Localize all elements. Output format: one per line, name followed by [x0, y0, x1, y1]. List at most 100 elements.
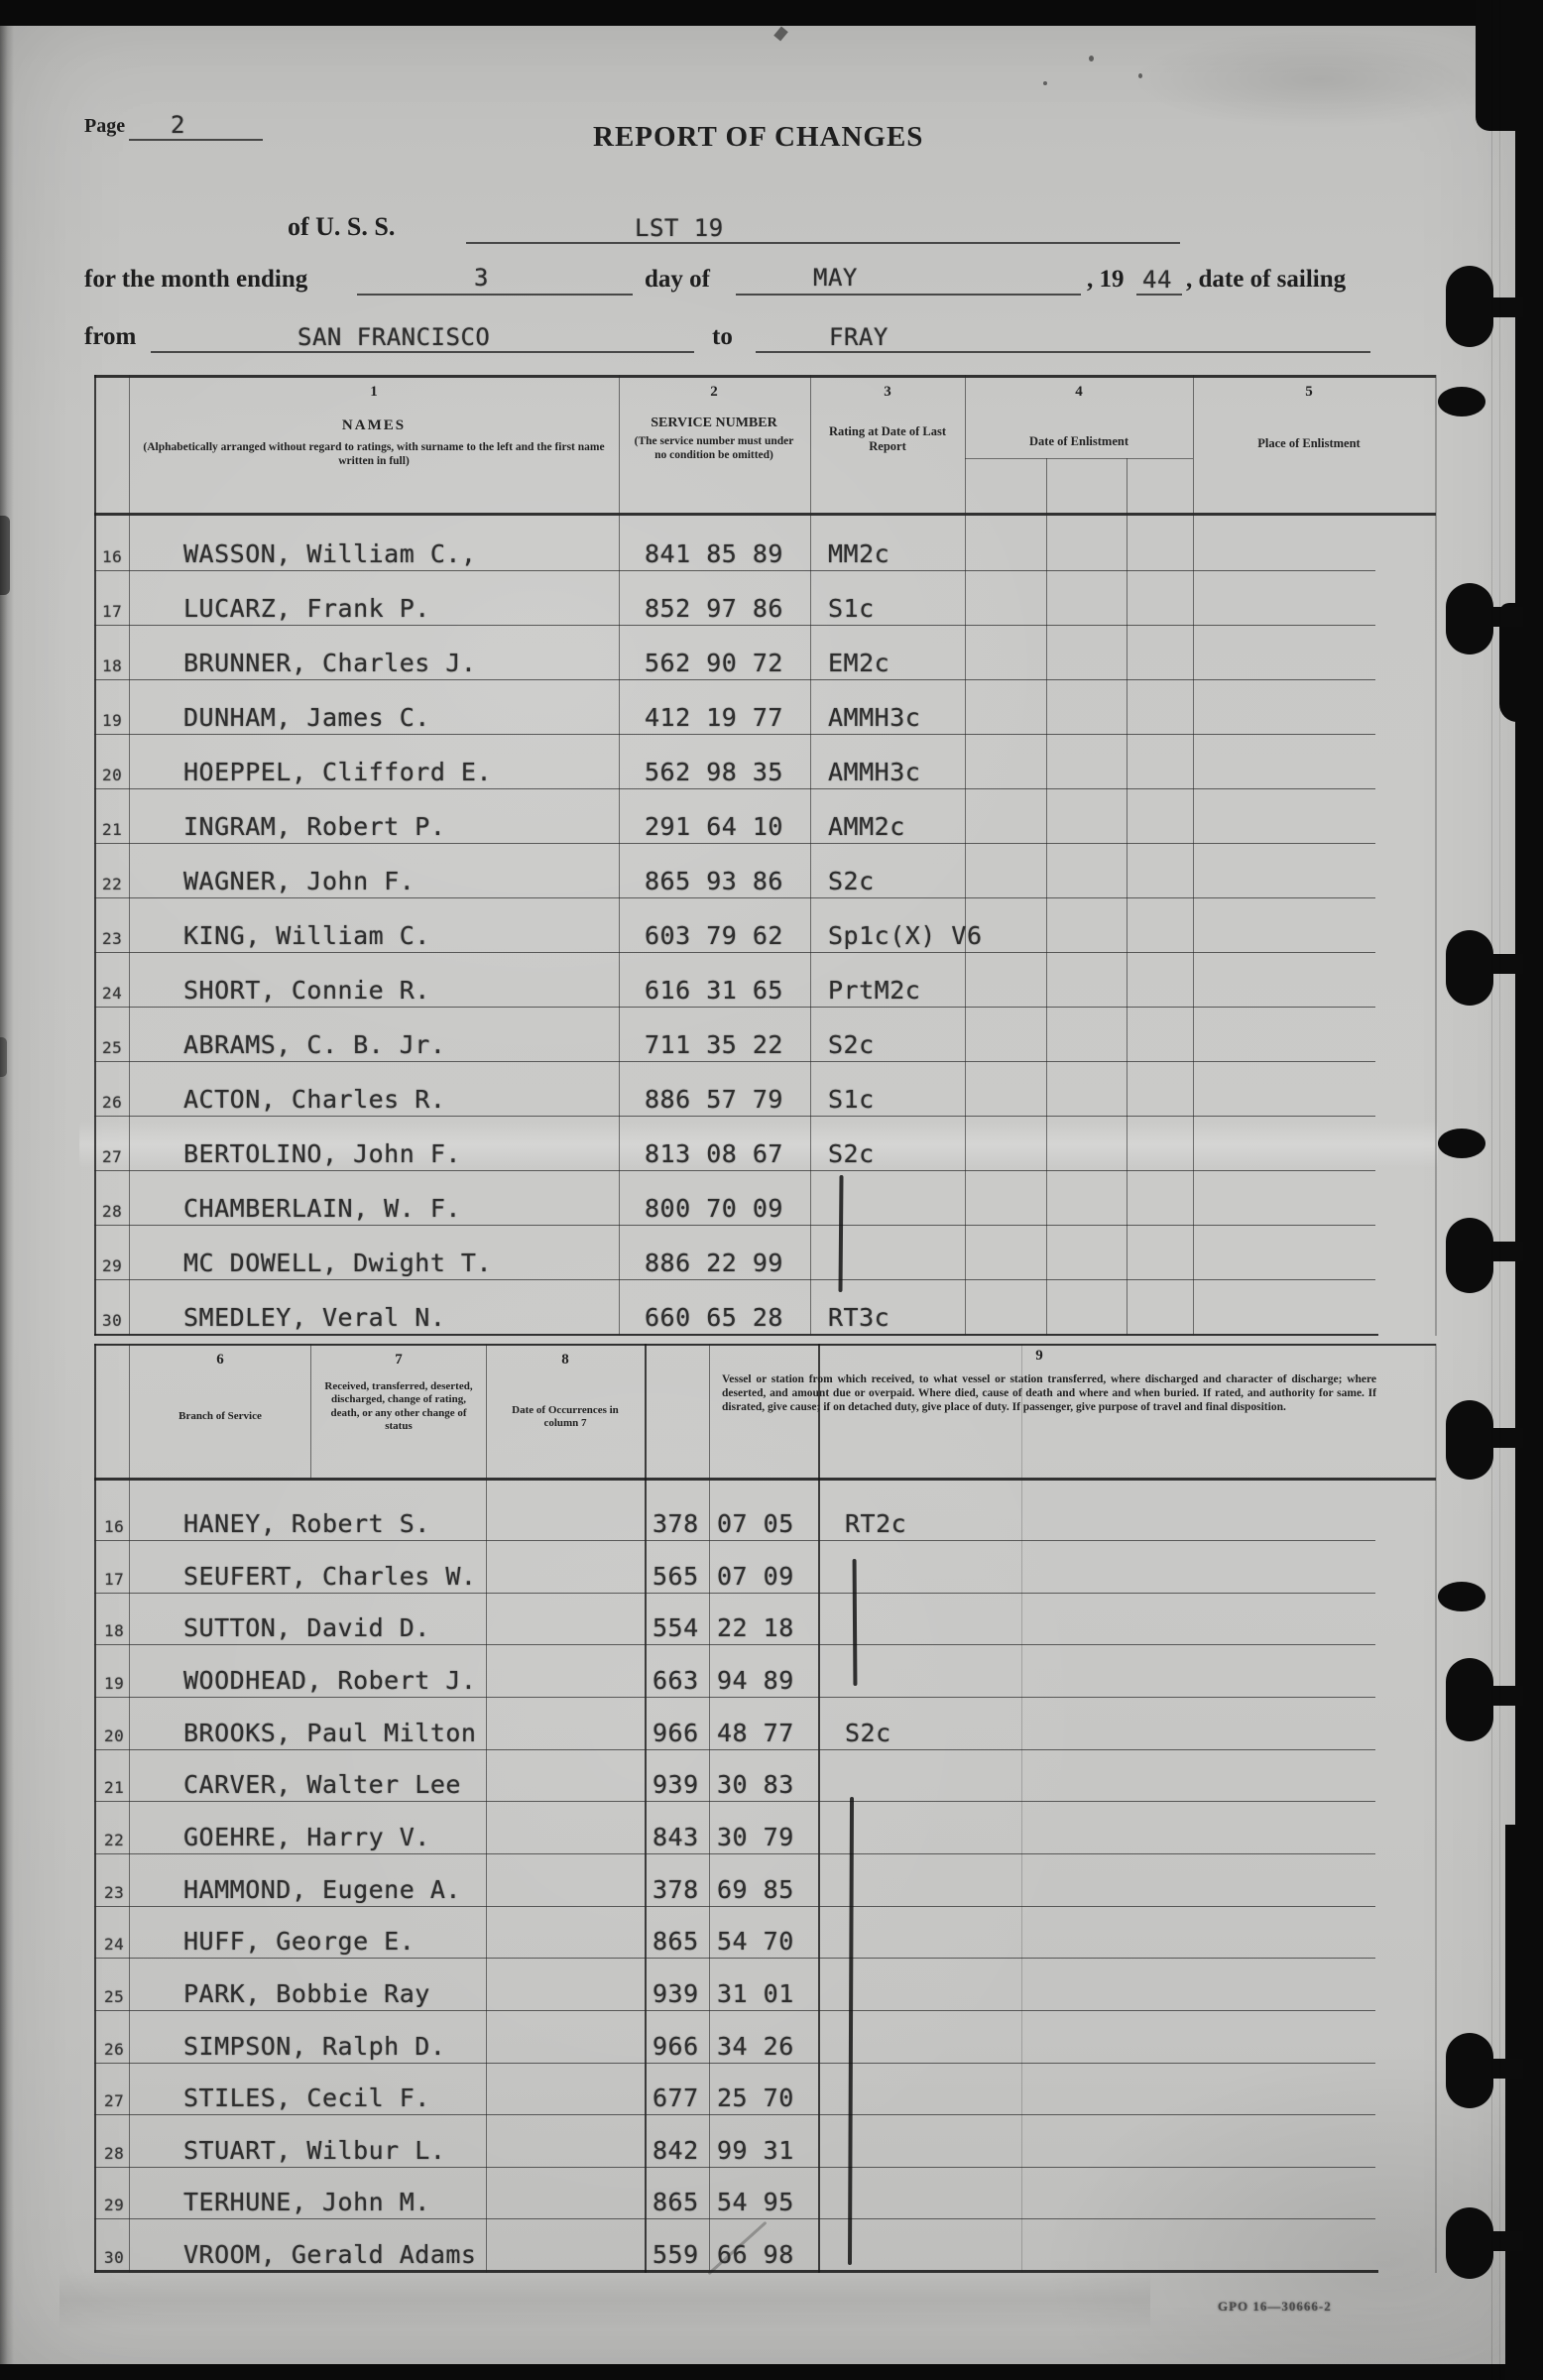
table2-bottom-border — [94, 2270, 1378, 2273]
table-row: 28 CHAMBERLAIN, W. F. 800 70 09 — [94, 1183, 1375, 1225]
row-number: 16 — [102, 547, 123, 566]
service-number-part1: 663 — [653, 1665, 699, 1695]
table-row: 24 HUFF, George E. 865 54 70 — [94, 1916, 1375, 1958]
table2-col9-title: Vessel or station from which received, t… — [722, 1373, 1376, 1414]
row-number: 21 — [102, 820, 123, 839]
day-underline — [357, 294, 633, 296]
table-row: 22 WAGNER, John F. 865 93 86 S2c — [94, 856, 1375, 897]
table2-col9-num: 9 — [1035, 1348, 1043, 1364]
page-number-underline — [129, 139, 263, 141]
service-number: 852 97 86 — [645, 594, 783, 623]
table-row: 18 SUTTON, David D. 554 22 18 — [94, 1603, 1375, 1644]
row-number: 24 — [102, 984, 123, 1003]
service-number-part2: 30 79 — [717, 1822, 794, 1851]
sailor-name: HAMMOND, Eugene A. — [183, 1874, 461, 1904]
rating: S2c — [828, 1030, 875, 1059]
table1-date-subline — [1127, 458, 1128, 1336]
service-number-part1: 843 — [653, 1822, 699, 1851]
table-row: 26 ACTON, Charles R. 886 57 79 S1c — [94, 1074, 1375, 1116]
sailor-name: PARK, Bobbie Ray — [183, 1978, 430, 2008]
table-row: 19 WOODHEAD, Robert J. 663 94 89 — [94, 1655, 1375, 1697]
sailor-name: ACTON, Charles R. — [183, 1085, 446, 1114]
table1-col2-title: SERVICE NUMBER — [651, 416, 777, 430]
table-row: 25 PARK, Bobbie Ray 939 31 01 — [94, 1968, 1375, 2010]
row-number: 18 — [102, 656, 123, 675]
row-rule-line — [94, 1958, 1375, 1960]
sailor-name: STILES, Cecil F. — [183, 2083, 430, 2113]
table1-col5-title: Place of Enlistment — [1257, 436, 1361, 450]
service-number: 562 90 72 — [645, 649, 783, 677]
row-number: 23 — [102, 929, 123, 948]
sailor-name: BERTOLINO, John F. — [183, 1139, 461, 1168]
scan-top-edge — [0, 0, 1543, 26]
table2-col7-title: Received, transferred, deserted, dischar… — [324, 1380, 473, 1433]
gpo-footer-code: GPO 16—30666-2 — [1218, 2299, 1332, 2314]
scan-left-blob — [0, 516, 10, 595]
table2-col-line — [818, 1344, 820, 2273]
table2-col-line — [1021, 1344, 1022, 2273]
service-number-part1: 554 — [653, 1613, 699, 1643]
row-rule-line — [94, 570, 1375, 571]
table-row: 23 KING, William C. 603 79 62 Sp1c(X) V6 — [94, 910, 1375, 952]
table1-col4-title: Date of Enlistment — [1029, 434, 1128, 448]
ink-speck — [773, 26, 788, 42]
service-number-part2: 54 95 — [717, 2188, 794, 2217]
ink-speck — [1138, 73, 1142, 78]
table2-left-border — [94, 1344, 96, 2273]
table1-col1-title: NAMES — [341, 417, 407, 433]
sailor-name: ABRAMS, C. B. Jr. — [183, 1030, 446, 1059]
table1-date-subline — [1046, 458, 1047, 1336]
service-number-part2: 25 70 — [717, 2083, 794, 2113]
table1-left-border — [94, 375, 96, 1336]
page-number: 2 — [171, 111, 185, 139]
service-number: 886 57 79 — [645, 1085, 783, 1114]
table-row: 16 HANEY, Robert S. 378 07 05 RT2c — [94, 1498, 1375, 1540]
rating: RT2c — [845, 1509, 907, 1538]
rating: S1c — [828, 594, 875, 623]
sailing-label: , date of sailing — [1186, 266, 1347, 293]
sailor-name: WASSON, William C., — [183, 539, 477, 568]
row-rule-line — [94, 1801, 1375, 1803]
row-number: 26 — [104, 2039, 125, 2059]
table-row: 20 HOEPPEL, Clifford E. 562 98 35 AMMH3c — [94, 747, 1375, 788]
row-rule-line — [94, 1540, 1375, 1541]
row-number: 17 — [102, 602, 123, 621]
row-rule-line — [94, 1592, 1375, 1594]
sailor-name: SUTTON, David D. — [183, 1613, 430, 1643]
service-number-part2: 48 77 — [717, 1718, 794, 1747]
service-number-part1: 939 — [653, 1770, 699, 1800]
row-number: 24 — [104, 1935, 125, 1955]
scan-light-band — [79, 1121, 1438, 1168]
row-number: 23 — [104, 1882, 125, 1902]
sailor-name: WAGNER, John F. — [183, 867, 415, 895]
table-row: 21 CARVER, Walter Lee 939 30 83 — [94, 1759, 1375, 1801]
sailor-name: HOEPPEL, Clifford E. — [183, 758, 493, 786]
service-number: 813 08 67 — [645, 1139, 783, 1168]
table1-bottom-border — [94, 1334, 1378, 1336]
day-value: 3 — [474, 264, 489, 292]
row-number: 30 — [104, 2248, 125, 2268]
binder-tab-stem — [1484, 298, 1523, 317]
page-label: Page — [84, 115, 126, 137]
from-value: SAN FRANCISCO — [297, 323, 491, 351]
day-of-label: day of — [645, 266, 710, 293]
row-rule-line — [94, 2062, 1375, 2064]
sailor-name: WOODHEAD, Robert J. — [183, 1665, 477, 1695]
sailor-name: KING, William C. — [183, 921, 430, 950]
table1-col5-num: 5 — [1305, 384, 1313, 400]
table2-col6-num: 6 — [216, 1352, 224, 1368]
service-number: 886 22 99 — [645, 1249, 783, 1277]
ship-name-underline — [466, 242, 1180, 244]
row-number: 21 — [104, 1778, 125, 1798]
table1-col3-num: 3 — [884, 384, 891, 400]
binder-dot — [1438, 1582, 1485, 1611]
year-underline — [1136, 294, 1182, 296]
table2-col-line — [709, 1344, 710, 2273]
month-underline — [736, 294, 1081, 296]
binder-tab-stem — [1484, 2059, 1523, 2079]
table2-col8-num: 8 — [561, 1352, 569, 1368]
row-number: 28 — [104, 2143, 125, 2163]
table1-date-label-rule — [965, 458, 1193, 459]
binder-tab-stem — [1484, 1428, 1523, 1448]
month-value: MAY — [813, 264, 858, 292]
